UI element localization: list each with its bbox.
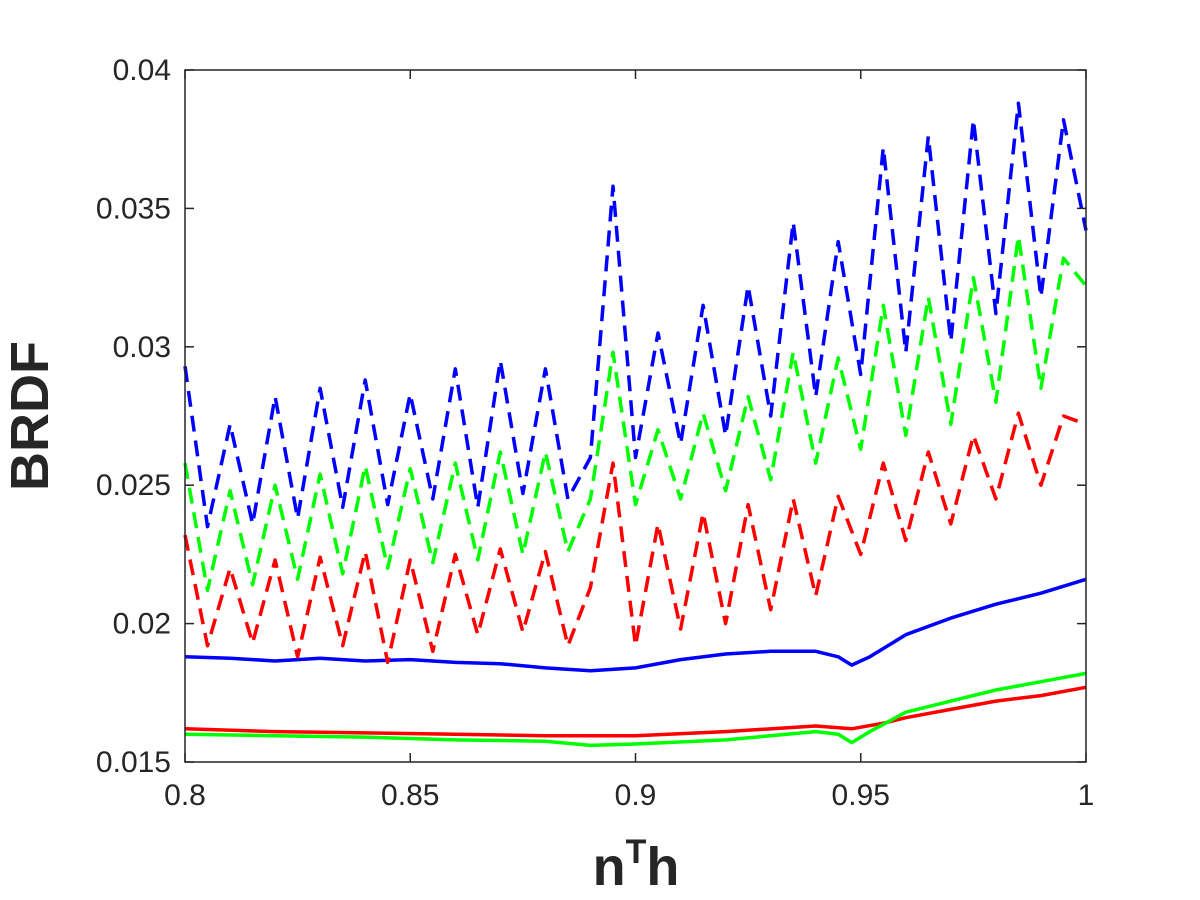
y-axis-label: BRDF	[0, 341, 60, 491]
series-line-1	[184, 685, 1087, 738]
x-axis-label: nTh	[593, 833, 680, 897]
y-tick-label: 0.04	[113, 54, 171, 87]
series-line-3	[183, 101, 1088, 529]
series-line-2	[184, 671, 1087, 748]
y-tick-label: 0.025	[96, 469, 171, 502]
x-axis-label-superscript: T	[626, 833, 647, 871]
series-line-5	[183, 411, 1087, 665]
series-line-4	[183, 234, 1088, 593]
x-tick-label: 0.8	[164, 779, 206, 812]
series-line-0	[184, 577, 1087, 673]
y-tick-label: 0.03	[113, 331, 171, 364]
y-tick-label: 0.02	[113, 608, 171, 641]
x-tick-label: 0.95	[832, 779, 890, 812]
x-axis-label-h: h	[646, 837, 679, 897]
x-tick-label: 0.9	[615, 779, 657, 812]
x-tick-label: 0.85	[381, 779, 439, 812]
x-tick-label: 1	[1078, 779, 1095, 812]
x-axis-label-n: n	[593, 837, 626, 897]
y-tick-label: 0.015	[96, 746, 171, 779]
series-layer	[183, 101, 1088, 748]
y-tick-label: 0.035	[96, 192, 171, 225]
ticks-layer: 0.8 0.85 0.9 0.95 1 0.015 0.02 0.025 0.03 0.035 0.…	[96, 54, 1094, 812]
